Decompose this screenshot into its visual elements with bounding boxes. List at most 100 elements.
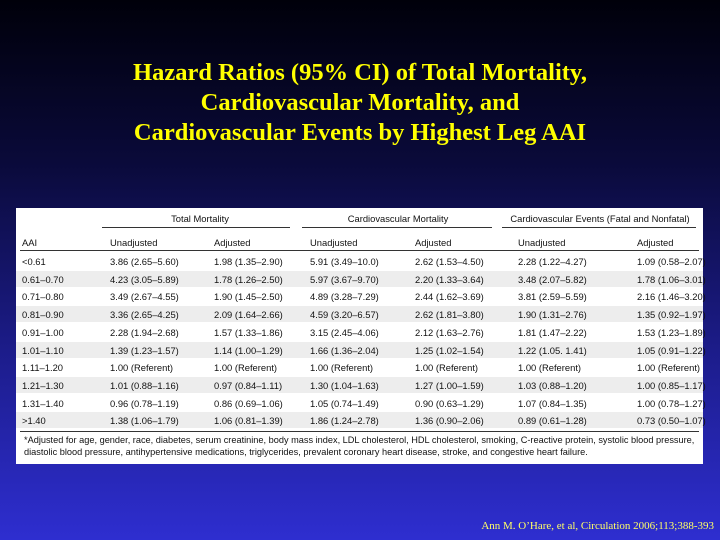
cell-cve-adjusted: 1.00 (0.85–1.17): [637, 379, 706, 391]
cell-total-adjusted: 1.78 (1.26–2.50): [214, 273, 283, 285]
table-row: 1.31–1.40 0.96 (0.78–1.19) 0.86 (0.69–1.06…: [16, 395, 706, 411]
table-row: 1.21–1.30 1.01 (0.88–1.16) 0.97 (0.84–1.11…: [16, 376, 706, 393]
cell-cvm-adjusted: 1.36 (0.90–2.06): [415, 415, 484, 427]
cell-cvm-adjusted: 2.44 (1.62–3.69): [415, 291, 484, 303]
cell-total-unadjusted: 1.39 (1.23–1.57): [110, 344, 179, 356]
cell-cve-unadjusted: 1.90 (1.31–2.76): [518, 309, 587, 321]
cell-cve-unadjusted: 0.89 (0.61–1.28): [518, 415, 587, 427]
cell-cve-unadjusted: 1.07 (0.84–1.35): [518, 397, 587, 409]
cell-aai: 1.11–1.20: [22, 362, 64, 374]
cell-cvm-unadjusted: 3.15 (2.45–4.06): [310, 326, 379, 338]
citation: Ann M. O’Hare, et al, Circulation 2006;1…: [481, 520, 714, 532]
cell-cve-unadjusted: 1.03 (0.88–1.20): [518, 379, 587, 391]
cell-total-adjusted: 0.97 (0.84–1.11): [214, 379, 283, 391]
cell-cve-unadjusted: 3.81 (2.59–5.59): [518, 291, 587, 303]
cell-cvm-unadjusted: 4.59 (3.20–6.57): [310, 309, 379, 321]
table-row: >1.40 1.38 (1.06–1.79) 1.06 (0.81–1.39) 1.8…: [16, 412, 706, 429]
cell-aai: 0.91–1.00: [22, 326, 64, 338]
table-footnote: *Adjusted for age, gender, race, diabete…: [24, 435, 695, 457]
cell-total-adjusted: 1.90 (1.45–2.50): [214, 291, 283, 303]
column-header-adjusted: Adjusted: [214, 237, 251, 248]
cell-cve-unadjusted: 3.48 (2.07–5.82): [518, 273, 587, 285]
table-row: 1.11–1.20 1.00 (Referent) 1.00 (Referent) 1…: [16, 359, 703, 375]
cell-aai: 0.81–0.90: [22, 309, 64, 321]
cell-cve-adjusted: 1.00 (Referent): [637, 362, 701, 374]
cell-total-adjusted: 1.98 (1.35–2.90): [214, 256, 283, 267]
cell-cve-adjusted: 2.16 (1.46–3.20): [637, 291, 706, 303]
cell-cvm-unadjusted: 1.86 (1.24–2.78): [310, 415, 379, 427]
cell-cvm-unadjusted: 5.97 (3.67–9.70): [310, 273, 379, 285]
cell-cve-adjusted: 1.00 (0.78–1.27): [637, 397, 706, 409]
cell-total-unadjusted: 0.96 (0.78–1.19): [110, 397, 179, 409]
table-row: <0.61 3.86 (2.65–5.60) 1.98 (1.35–2.90) 5.9…: [16, 253, 706, 269]
cell-cve-adjusted: 1.53 (1.23–1.89): [637, 326, 706, 338]
cell-aai: 1.31–1.40: [22, 397, 64, 409]
table-row: 0.91–1.00 2.28 (1.94–2.68) 1.57 (1.33–1.86…: [16, 324, 706, 340]
table-row: 0.71–0.80 3.49 (2.67–4.55) 1.90 (1.45–2.50…: [16, 288, 706, 304]
cell-cvm-unadjusted: 1.05 (0.74–1.49): [310, 397, 379, 409]
group-underline: [102, 227, 290, 228]
cell-aai: 0.61–0.70: [22, 273, 64, 285]
cell-total-unadjusted: 1.00 (Referent): [110, 362, 174, 374]
cell-total-unadjusted: 3.49 (2.67–4.55): [110, 291, 179, 303]
cell-cve-unadjusted: 1.22 (1.05. 1.41): [518, 344, 587, 356]
cell-total-unadjusted: 1.01 (0.88–1.16): [110, 379, 179, 391]
cell-cve-unadjusted: 1.00 (Referent): [518, 362, 582, 374]
column-header-unadjusted: Unadjusted: [110, 237, 158, 248]
cell-cvm-adjusted: 1.25 (1.02–1.54): [415, 344, 484, 356]
cell-cve-adjusted: 1.05 (0.91–1.22): [637, 344, 706, 356]
cell-total-adjusted: 1.06 (0.81–1.39): [214, 415, 283, 427]
group-underline: [302, 227, 492, 228]
cell-cvm-unadjusted: 1.30 (1.04–1.63): [310, 379, 379, 391]
cell-total-adjusted: 1.14 (1.00–1.29): [214, 344, 283, 356]
column-header-aai: AAI: [22, 237, 38, 248]
cell-cve-adjusted: 1.09 (0.58–2.07): [637, 256, 706, 267]
group-header-total-mortality: Total Mortality: [171, 213, 229, 224]
column-header-unadjusted: Unadjusted: [518, 237, 566, 248]
title-line-3: Cardiovascular Events by Highest Leg AAI: [133, 119, 587, 146]
cell-total-unadjusted: 4.23 (3.05–5.89): [110, 273, 179, 285]
group-header-cv-mortality: Cardiovascular Mortality: [347, 213, 449, 224]
cell-total-unadjusted: 3.86 (2.65–5.60): [110, 256, 179, 267]
header-rule: [20, 250, 699, 251]
cell-cvm-adjusted: 0.90 (0.63–1.29): [415, 397, 484, 409]
cell-cve-adjusted: 0.73 (0.50–1.07): [637, 415, 706, 427]
cell-total-unadjusted: 3.36 (2.65–4.25): [110, 309, 179, 321]
column-header-unadjusted: Unadjusted: [310, 237, 358, 248]
cell-aai: <0.61: [22, 256, 46, 267]
cell-total-adjusted: 0.86 (0.69–1.06): [214, 397, 283, 409]
cell-total-adjusted: 1.00 (Referent): [214, 362, 278, 374]
cell-cvm-adjusted: 2.62 (1.53–4.50): [415, 256, 484, 267]
cell-cvm-unadjusted: 1.00 (Referent): [310, 362, 374, 374]
cell-cvm-unadjusted: 4.89 (3.28–7.29): [310, 291, 379, 303]
column-header-adjusted: Adjusted: [415, 237, 452, 248]
hazard-ratio-table: Total Mortality Cardiovascular Mortality…: [16, 208, 706, 464]
cell-cvm-unadjusted: 5.91 (3.49–10.0): [310, 256, 379, 267]
table-row: 0.61–0.70 4.23 (3.05–5.89) 1.78 (1.26–2.50…: [16, 270, 706, 287]
cell-cve-unadjusted: 1.81 (1.47–2.22): [518, 326, 587, 338]
cell-cvm-unadjusted: 1.66 (1.36–2.04): [310, 344, 379, 356]
title-line-2: Cardiovascular Mortality, and: [200, 89, 520, 116]
column-header-adjusted: Adjusted: [637, 237, 674, 248]
table-row: 1.01–1.10 1.39 (1.23–1.57) 1.14 (1.00–1.29…: [16, 341, 706, 358]
cell-total-unadjusted: 2.28 (1.94–2.68): [110, 326, 179, 338]
cell-cvm-adjusted: 2.62 (1.81–3.80): [415, 309, 484, 321]
table-row: 0.81–0.90 3.36 (2.65–4.25) 2.09 (1.64–2.66…: [16, 306, 706, 323]
cell-cvm-adjusted: 1.00 (Referent): [415, 362, 479, 374]
cell-cve-unadjusted: 2.28 (1.22–4.27): [518, 256, 587, 267]
cell-aai: 1.21–1.30: [22, 379, 64, 391]
cell-cve-adjusted: 1.35 (0.92–1.97): [637, 309, 706, 321]
group-header-cv-events: Cardiovascular Events (Fatal and Nonfata…: [510, 213, 690, 224]
cell-total-adjusted: 1.57 (1.33–1.86): [214, 326, 283, 338]
cell-cvm-adjusted: 1.27 (1.00–1.59): [415, 379, 484, 391]
cell-aai: 0.71–0.80: [22, 291, 64, 303]
footer-rule: [20, 431, 699, 432]
cell-total-adjusted: 2.09 (1.64–2.66): [214, 309, 283, 321]
title-line-1: Hazard Ratios (95% CI) of Total Mortalit…: [133, 59, 587, 86]
cell-aai: >1.40: [22, 415, 46, 427]
group-underline: [502, 227, 696, 228]
cell-cvm-adjusted: 2.12 (1.63–2.76): [415, 326, 484, 338]
cell-cve-adjusted: 1.78 (1.06–3.01): [637, 273, 706, 285]
slide-title: Hazard Ratios (95% CI) of Total Mortalit…: [0, 58, 720, 148]
cell-aai: 1.01–1.10: [22, 344, 64, 356]
